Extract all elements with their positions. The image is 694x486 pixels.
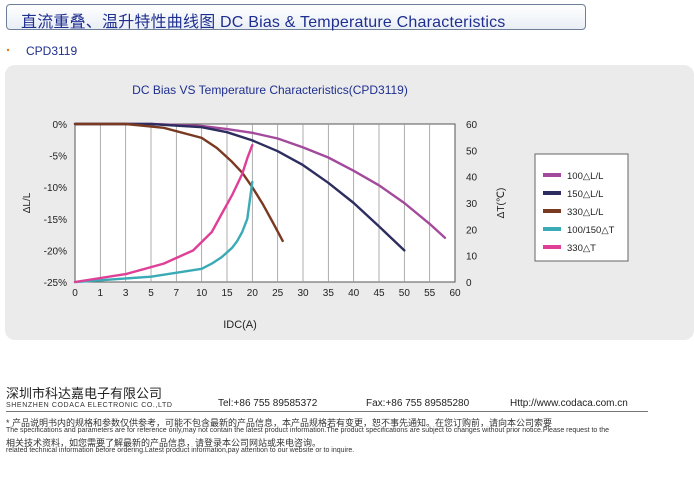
legend-entry: 330△L/L [567, 207, 603, 218]
y-left-tick-label: -10% [44, 183, 67, 194]
disclaimer-cn-2: 相关技术资料，如您需要了解最新的产品信息，请登录本公司网站或来电咨询。 [6, 438, 322, 448]
disclaimer-en-2: related technical information before ord… [6, 447, 355, 454]
x-axis-label: IDC(A) [223, 319, 257, 331]
x-tick-label: 20 [247, 288, 259, 299]
series-line [73, 143, 254, 284]
y-right-tick-label: 0 [466, 278, 472, 289]
legend-entry: 330△T [567, 243, 596, 254]
plot-area [74, 123, 456, 283]
legend-swatch [543, 191, 561, 195]
legend-swatch [543, 173, 561, 177]
y-left-tick-label: -15% [44, 215, 67, 226]
dc-bias-temperature-chart: 0 1 3 5 7 10 15 20 25 30 35 40 45 50 55 600%-5%-10%-15%… [22, 83, 629, 331]
y-right-tick-label: 60 [466, 120, 478, 131]
contact-website[interactable]: Http://www.codaca.com.cn [510, 398, 628, 409]
legend-entry: 100/150△T [567, 225, 615, 236]
legend-entry: 100△L/L [567, 171, 603, 182]
x-tick-label: 1 [98, 288, 104, 299]
disclaimer-en-1: The specifications and parameters are fo… [6, 427, 609, 434]
legend-entry: 150△L/L [567, 189, 603, 200]
series-line [73, 180, 254, 284]
y-left-tick-label: -20% [44, 246, 67, 257]
y-left-tick-label: -5% [49, 152, 67, 163]
y-left-axis-label: ΔL/L [22, 192, 33, 213]
y-right-axis-label: ΔT(℃) [496, 188, 507, 219]
contact-fax: Fax:+86 755 89585280 [366, 398, 470, 409]
x-tick-label: 25 [272, 288, 284, 299]
y-right-tick-label: 50 [466, 146, 478, 157]
x-tick-label: 40 [348, 288, 360, 299]
x-tick-label: 30 [297, 288, 309, 299]
legend-swatch [543, 209, 561, 213]
legend-box [534, 153, 629, 262]
y-left-tick-label: -25% [44, 278, 67, 289]
legend-swatch [543, 245, 561, 249]
x-tick-label: 55 [424, 288, 436, 299]
x-tick-label: 10 [196, 288, 208, 299]
product-code: CPD3119 [26, 44, 78, 58]
x-tick-label: 45 [373, 288, 385, 299]
series-line [73, 122, 447, 240]
x-tick-label: 60 [449, 288, 461, 299]
y-right-tick-label: 40 [466, 173, 478, 184]
y-right-tick-label: 20 [466, 225, 478, 236]
x-tick-label: 50 [399, 288, 411, 299]
company-name-en: SHENZHEN CODACA ELECTRONIC CO.,LTD [6, 402, 173, 409]
x-tick-label: 5 [148, 288, 154, 299]
footer-divider [6, 411, 648, 412]
x-tick-label: 0 [72, 288, 78, 299]
y-left-tick-label: 0% [53, 120, 68, 131]
page-title: 直流重叠、温升特性曲线图 DC Bias & Temperature Chara… [21, 14, 506, 31]
disclaimer-cn-1: * 产品说明书内的规格和参数仅供参考，可能不包含最新的产品信息，本产品规格若有变… [6, 418, 553, 428]
company-name-cn: 深圳市科达嘉电子有限公司 [6, 386, 163, 401]
chart-title: DC Bias VS Temperature Characteristics(C… [132, 83, 408, 97]
x-tick-label: 3 [123, 288, 129, 299]
crescent-bullet-icon [6, 44, 16, 56]
y-right-tick-label: 30 [466, 199, 478, 210]
contact-tel: Tel:+86 755 89585372 [218, 398, 318, 409]
legend-swatch [543, 227, 561, 231]
series-line [73, 122, 284, 243]
header-banner: 直流重叠、温升特性曲线图 DC Bias & Temperature Chara… [6, 4, 586, 31]
y-right-tick-label: 10 [466, 252, 478, 263]
x-tick-label: 7 [174, 288, 180, 299]
x-tick-label: 35 [323, 288, 335, 299]
x-tick-label: 15 [221, 288, 233, 299]
series-line [73, 122, 406, 252]
